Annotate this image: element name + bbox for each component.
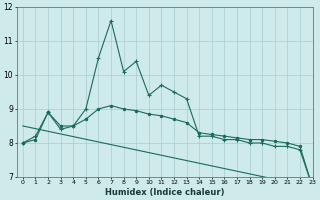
X-axis label: Humidex (Indice chaleur): Humidex (Indice chaleur) bbox=[105, 188, 224, 197]
